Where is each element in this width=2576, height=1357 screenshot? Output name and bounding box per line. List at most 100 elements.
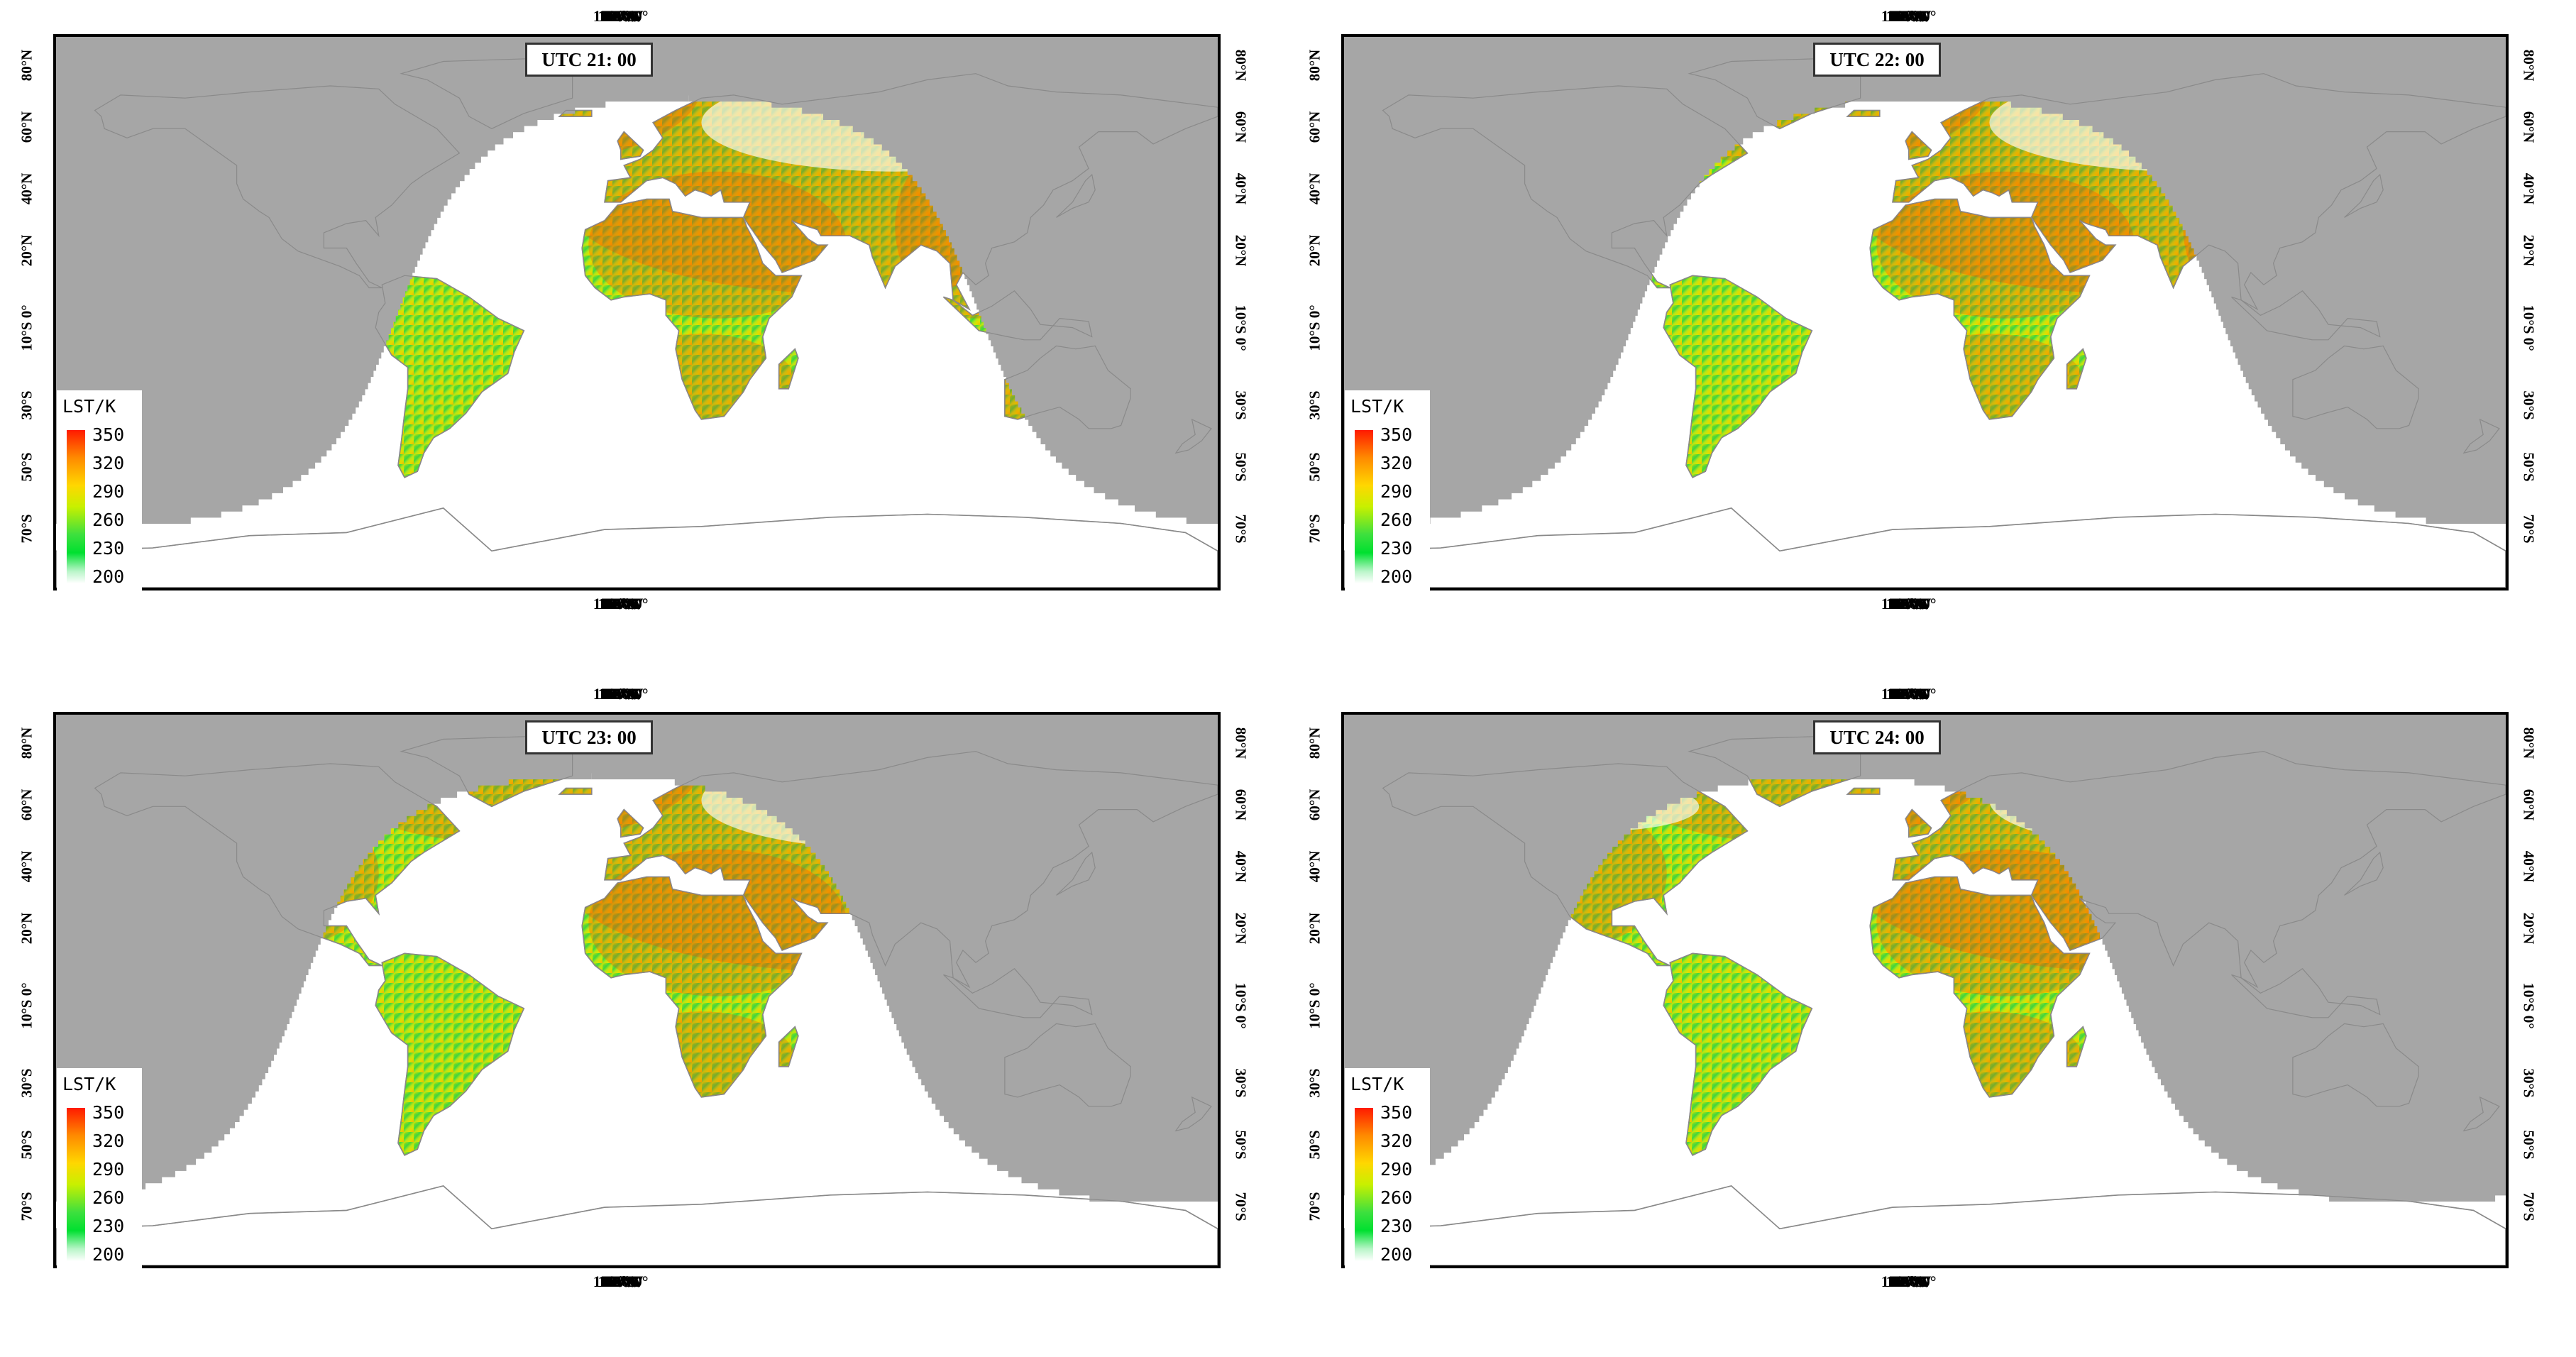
latitude-label: 20°N	[18, 234, 35, 267]
longitude-label: 160°E	[1888, 685, 1929, 703]
legend-tick-label: 230	[92, 1216, 125, 1236]
longitude-labels-bottom: 170°W 150°W 130°W 110°W 90°W 70°W 50°W 30°W 10°W…	[53, 1273, 1221, 1294]
longitude-label: 130°W	[598, 595, 644, 612]
legend-color-bar	[1355, 1108, 1373, 1261]
latitude-label: 40°N	[1232, 172, 1250, 205]
latitude-labels-right: 80°N 60°N 40°N 20°N 10°S 0° 30°S 50°S 70°S	[2516, 712, 2541, 1268]
longitude-label: 20°E	[1892, 595, 1925, 612]
longitude-label: 150°W	[1886, 685, 1932, 703]
longitude-label: 30°W	[1890, 685, 1928, 703]
legend-tick-label: 230	[1380, 538, 1413, 559]
longitude-label: 110°W	[1886, 1273, 1931, 1290]
longitude-label: 70°W	[602, 595, 640, 612]
coastline-japan	[1056, 173, 1096, 218]
latitude-label: 60°N	[2520, 789, 2538, 820]
latitude-label: 20°N	[2520, 234, 2538, 267]
latitude-labels-left: 80°N 60°N 40°N 20°N 10°S 0° 30°S 50°S 70°S	[1302, 34, 1328, 590]
longitude-label: 30°W	[602, 7, 640, 25]
legend-tick-label: 320	[1380, 1131, 1413, 1151]
map-panel: 170°W 150°W 130°W 110°W 90°W 70°W 50°W 30°W 10°W…	[1288, 678, 2538, 1290]
longitude-label: 110°W	[1886, 685, 1931, 703]
longitude-label: 50°W	[602, 595, 640, 612]
longitude-label: 140°E	[1888, 595, 1929, 612]
coastline-australia	[1004, 345, 1131, 429]
legend-tick-label: 290	[92, 1159, 125, 1180]
legend-tick-label: 260	[1380, 1187, 1413, 1208]
latitude-label: 60°N	[18, 111, 35, 143]
latitude-label: 10°S 0°	[2520, 304, 2538, 351]
longitude-label: 80°E	[604, 685, 637, 703]
latitude-labels-left: 80°N 60°N 40°N 20°N 10°S 0° 30°S 50°S 70°S	[14, 712, 40, 1268]
longitude-label: 140°E	[1888, 7, 1929, 25]
latitude-label: 20°N	[1232, 912, 1250, 945]
longitude-label: 70°W	[1890, 7, 1928, 25]
lst-map	[1344, 715, 2506, 1265]
latitude-label: 30°S	[18, 390, 35, 420]
coastline-indonesia	[2231, 968, 2381, 1018]
latitude-label: 40°N	[1306, 172, 1323, 205]
legend-tick-label: 350	[92, 1102, 125, 1123]
longitude-label: 110°W	[1886, 595, 1931, 612]
longitude-label: 30°W	[602, 685, 640, 703]
longitude-label: 30°W	[602, 595, 640, 612]
coastline-greenland	[1688, 57, 1861, 129]
longitude-label: 50°W	[1890, 595, 1928, 612]
map-panel: 170°W 150°W 130°W 110°W 90°W 70°W 50°W 30°W 10°W…	[0, 0, 1250, 612]
longitude-label: 30°W	[1890, 595, 1928, 612]
legend-color-bar	[67, 430, 85, 583]
coastline-greenland	[400, 735, 573, 807]
longitude-label: 180°	[605, 7, 636, 25]
latitude-label: 20°N	[1306, 912, 1323, 945]
longitude-label: 10°W 0°	[593, 685, 649, 703]
longitude-label: 100°E	[1888, 1273, 1929, 1290]
legend-tick-label: 230	[1380, 1216, 1413, 1236]
longitude-label: 130°W	[598, 1273, 644, 1290]
longitude-label: 20°E	[604, 595, 637, 612]
longitude-label: 60°E	[1892, 595, 1925, 612]
latitude-label: 30°S	[1232, 1068, 1250, 1098]
longitude-labels-top: 170°W 150°W 130°W 110°W 90°W 70°W 50°W 30°W 10°W…	[53, 685, 1221, 706]
longitude-label: 80°E	[1892, 1273, 1925, 1290]
latitude-label: 30°S	[18, 1068, 35, 1098]
legend-tick-label: 230	[92, 538, 125, 559]
longitude-label: 70°W	[1890, 1273, 1928, 1290]
legend-tick-label: 320	[92, 453, 125, 473]
longitude-label: 160°E	[600, 1273, 641, 1290]
longitude-label: 150°W	[1886, 7, 1932, 25]
coastline-newZealand	[2462, 1096, 2500, 1132]
lst-map	[56, 715, 1218, 1265]
longitude-label: 140°E	[1888, 1273, 1929, 1290]
legend-color-bar	[1355, 430, 1373, 583]
latitude-label: 50°S	[1232, 1130, 1250, 1160]
coastline-africa	[581, 876, 803, 1098]
hot-patch	[588, 171, 847, 319]
longitude-label: 60°E	[1892, 7, 1925, 25]
longitude-label: 150°W	[1886, 1273, 1932, 1290]
longitude-label: 140°E	[600, 1273, 641, 1290]
longitude-label: 50°W	[1890, 1273, 1928, 1290]
longitude-label: 90°W	[1890, 1273, 1928, 1290]
longitude-labels-top: 170°W 150°W 130°W 110°W 90°W 70°W 50°W 30°W 10°W…	[53, 7, 1221, 28]
coastline-southAmerica	[1663, 952, 1813, 1156]
coastline-iceland	[1846, 109, 1881, 117]
longitude-label: 180°	[605, 595, 636, 612]
longitude-label: 60°E	[604, 685, 637, 703]
longitude-label: 60°E	[1892, 685, 1925, 703]
longitude-label: 130°W	[598, 7, 644, 25]
latitude-label: 60°N	[18, 789, 35, 820]
latitude-label: 60°N	[1232, 789, 1250, 820]
legend-title: LST/K	[1350, 1074, 1404, 1094]
longitude-label: 100°E	[1888, 7, 1929, 25]
coastline-australia	[2292, 1023, 2419, 1107]
coastline-southAmerica	[375, 275, 525, 478]
longitude-label: 10°W 0°	[593, 7, 649, 25]
legend-tick-label: 260	[92, 1187, 125, 1208]
longitude-label: 50°W	[602, 7, 640, 25]
longitude-label: 150°W	[598, 7, 644, 25]
longitude-label: 130°W	[1886, 595, 1932, 612]
longitude-label: 80°E	[604, 7, 637, 25]
latitude-label: 10°S 0°	[2520, 982, 2538, 1029]
longitude-label: 90°W	[1890, 685, 1928, 703]
latitude-label: 20°N	[18, 912, 35, 945]
coastline-newZealand	[1174, 418, 1212, 454]
